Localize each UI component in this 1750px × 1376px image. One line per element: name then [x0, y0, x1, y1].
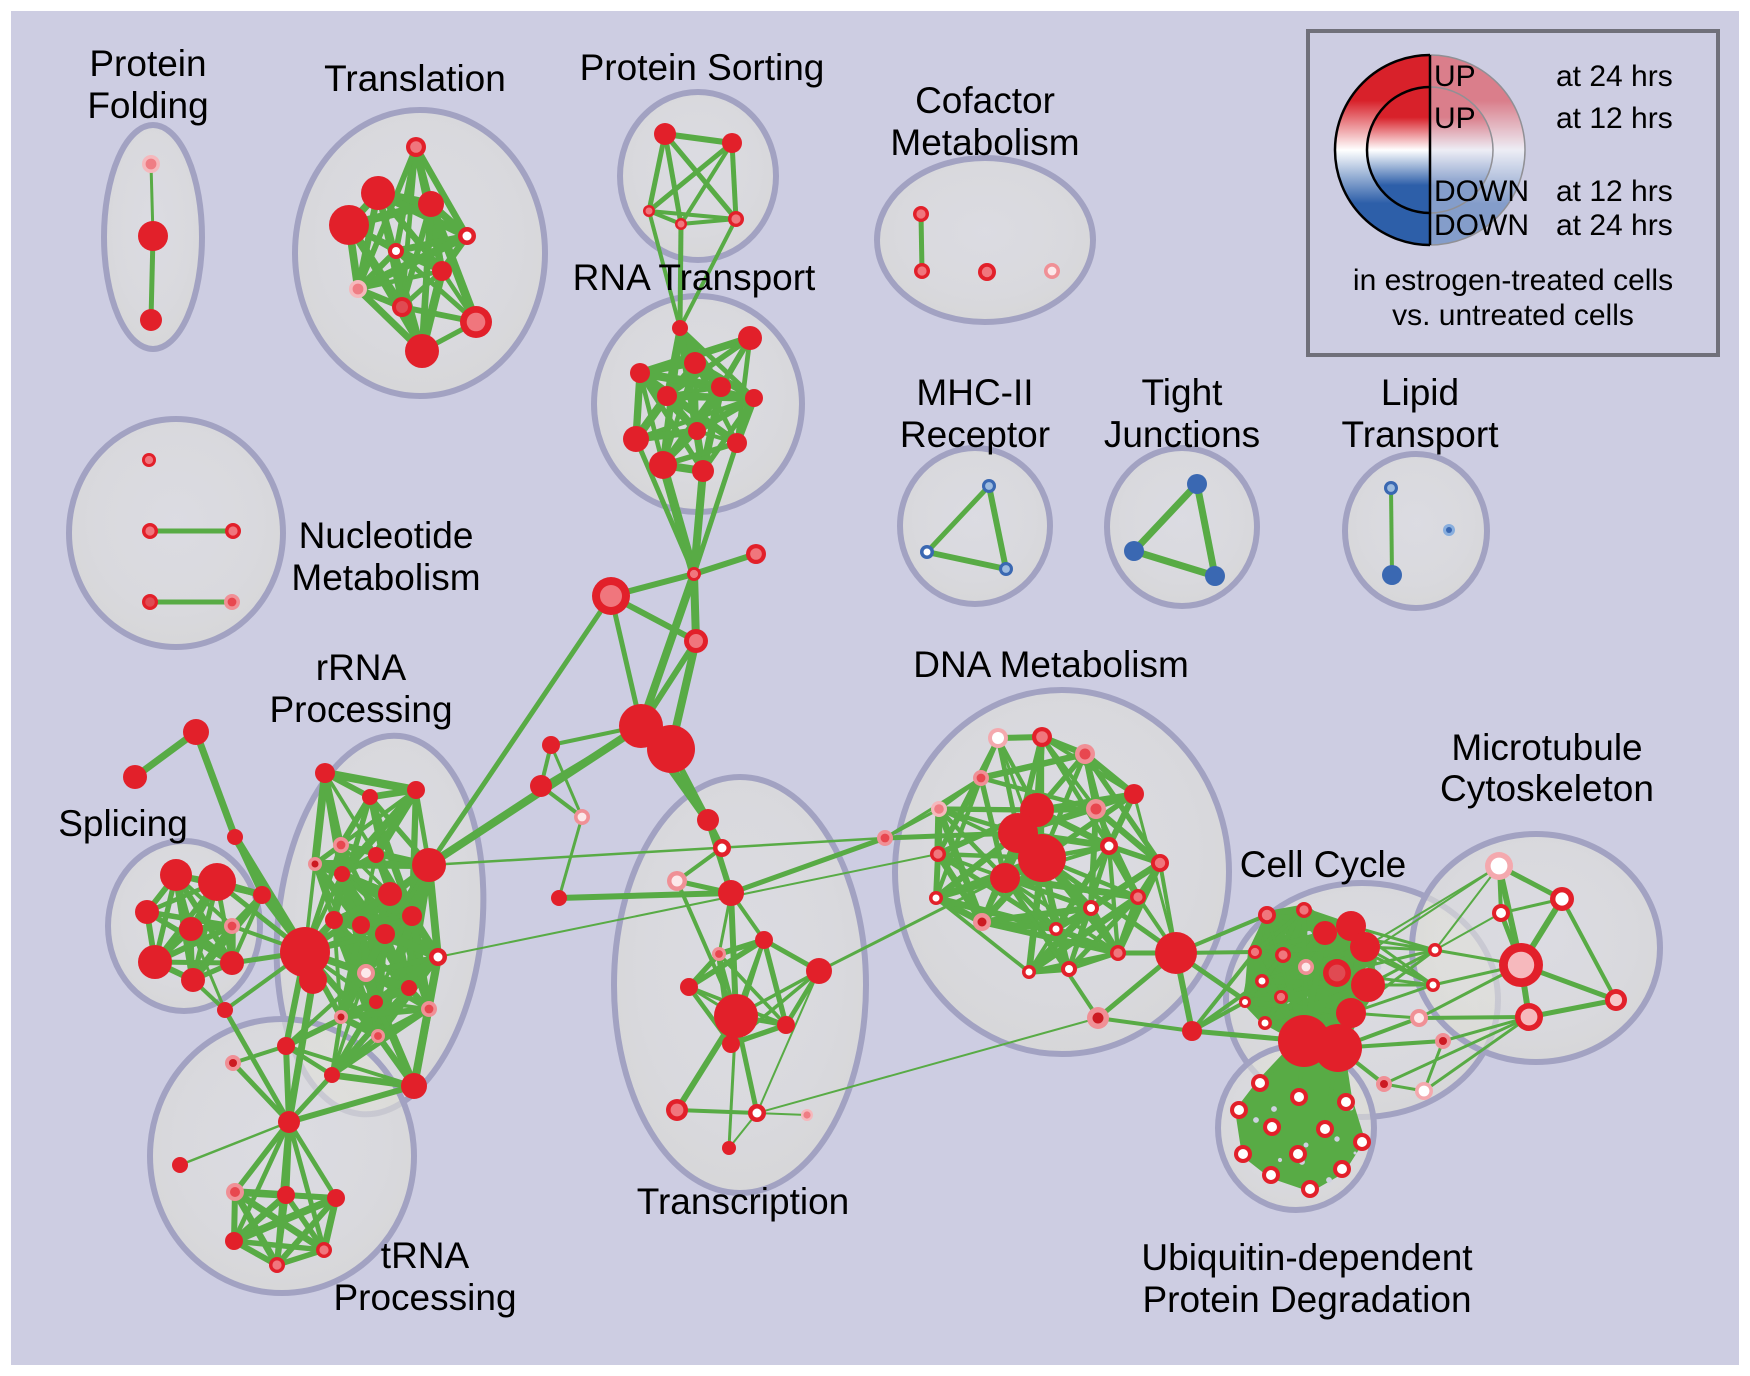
svg-text:Protein: Protein — [89, 43, 206, 84]
svg-text:at 12 hrs: at 12 hrs — [1556, 175, 1673, 208]
svg-text:Processing: Processing — [269, 689, 452, 730]
svg-text:Transcription: Transcription — [637, 1181, 849, 1222]
svg-text:DOWN: DOWN — [1434, 175, 1529, 208]
svg-text:Nucleotide: Nucleotide — [299, 515, 474, 556]
svg-text:vs. untreated cells: vs. untreated cells — [1392, 299, 1634, 332]
svg-text:Cofactor: Cofactor — [915, 80, 1055, 121]
svg-text:at 24 hrs: at 24 hrs — [1556, 60, 1673, 93]
svg-text:Lipid: Lipid — [1381, 372, 1459, 413]
svg-text:Transport: Transport — [1342, 414, 1500, 455]
svg-text:Protein Degradation: Protein Degradation — [1142, 1279, 1471, 1320]
svg-text:Metabolism: Metabolism — [291, 557, 480, 598]
svg-text:Ubiquitin-dependent: Ubiquitin-dependent — [1141, 1237, 1473, 1278]
svg-text:in estrogen-treated cells: in estrogen-treated cells — [1353, 264, 1673, 297]
svg-text:DNA Metabolism: DNA Metabolism — [913, 644, 1189, 685]
svg-text:tRNA: tRNA — [381, 1235, 470, 1276]
svg-text:Folding: Folding — [87, 85, 208, 126]
svg-text:Receptor: Receptor — [900, 414, 1050, 455]
svg-text:UP: UP — [1434, 102, 1476, 135]
svg-text:Cell Cycle: Cell Cycle — [1240, 844, 1407, 885]
svg-text:rRNA: rRNA — [316, 647, 407, 688]
svg-text:MHC-II: MHC-II — [916, 372, 1033, 413]
svg-text:at 12 hrs: at 12 hrs — [1556, 102, 1673, 135]
svg-text:Tight: Tight — [1142, 372, 1224, 413]
svg-text:Splicing: Splicing — [58, 803, 188, 844]
svg-text:RNA Transport: RNA Transport — [573, 257, 816, 298]
svg-text:Microtubule: Microtubule — [1451, 727, 1642, 768]
svg-text:at 24 hrs: at 24 hrs — [1556, 209, 1673, 242]
svg-text:Translation: Translation — [324, 58, 506, 99]
svg-text:DOWN: DOWN — [1434, 209, 1529, 242]
svg-text:Metabolism: Metabolism — [890, 122, 1079, 163]
svg-text:UP: UP — [1434, 60, 1476, 93]
svg-text:Processing: Processing — [333, 1277, 516, 1318]
svg-text:Cytoskeleton: Cytoskeleton — [1440, 768, 1654, 809]
svg-text:Protein Sorting: Protein Sorting — [580, 47, 825, 88]
svg-text:Junctions: Junctions — [1104, 414, 1260, 455]
